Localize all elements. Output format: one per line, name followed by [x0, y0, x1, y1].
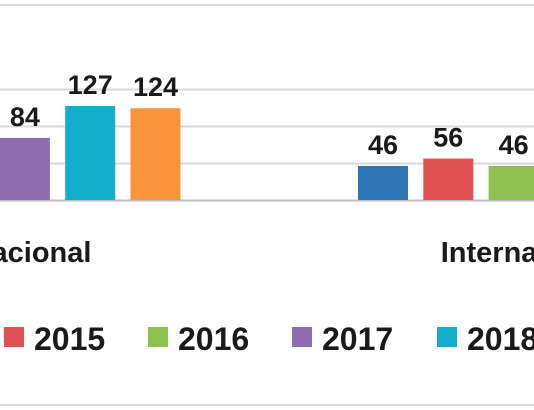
- chart-frame-bottom: [0, 404, 534, 406]
- bar-2017-nacional: [0, 137, 50, 200]
- chart-frame-top: [0, 4, 534, 6]
- legend-swatch-2015: [4, 327, 24, 347]
- data-label-2014-internacional: 46: [368, 130, 398, 160]
- legend-label-2017: 2017: [322, 321, 393, 357]
- data-label-2019-nacional: 124: [133, 72, 178, 102]
- data-labels-group: 9884127124465646: [10, 70, 529, 160]
- legend-label-2018: 2018: [467, 321, 534, 357]
- category-labels-group: Nacional Internacional: [0, 237, 534, 269]
- category-label-nacional: Nacional: [0, 237, 91, 269]
- legend-swatch-2016: [148, 327, 168, 347]
- legend-swatch-2017: [292, 327, 312, 347]
- bar-2015-internacional: [423, 158, 474, 200]
- bar-2019-nacional: [130, 108, 181, 200]
- category-label-internacional: Internacional: [441, 237, 534, 269]
- data-label-2018-nacional: 127: [68, 70, 113, 100]
- legend-label-2015: 2015: [34, 321, 105, 357]
- data-label-2015-internacional: 56: [433, 123, 463, 153]
- data-label-2017-nacional: 84: [10, 102, 40, 132]
- bars-group: [0, 106, 534, 200]
- legend-label-2016: 2016: [178, 321, 249, 357]
- legend: 2015 2016 2017 2018: [4, 321, 534, 357]
- bar-2018-nacional: [65, 106, 116, 200]
- bar-2014-internacional: [358, 165, 408, 200]
- bar-2016-internacional: [488, 165, 534, 200]
- data-label-2016-internacional: 46: [499, 130, 529, 160]
- legend-swatch-2018: [437, 327, 457, 347]
